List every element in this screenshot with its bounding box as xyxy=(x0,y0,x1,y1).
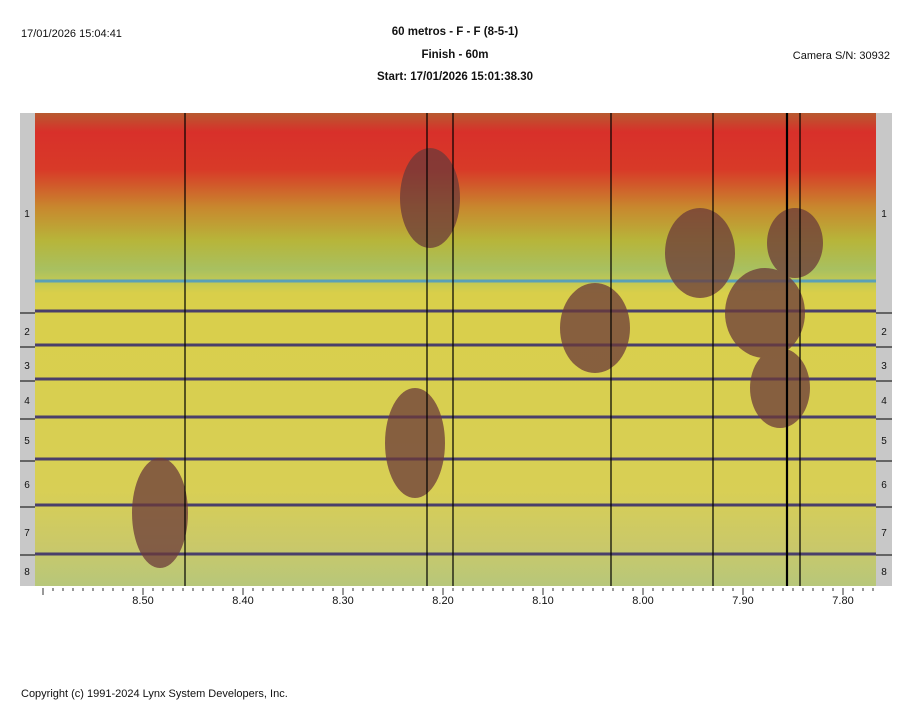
runner-lane-1 xyxy=(400,148,460,248)
lane-label: 8 xyxy=(24,567,30,578)
lane-line xyxy=(35,457,876,461)
left-margin xyxy=(20,113,35,586)
axis-tick-label: 8.40 xyxy=(232,595,254,607)
lane-label: 5 xyxy=(24,436,30,447)
lane-label: 6 xyxy=(881,480,887,491)
axis-tick-label: 8.00 xyxy=(632,595,654,607)
axis-tick-label: 7.90 xyxy=(732,595,754,607)
axis-tick-label: 8.50 xyxy=(132,595,154,607)
runner-lane-3 xyxy=(560,283,630,373)
axis-tick-label: 8.30 xyxy=(332,595,354,607)
lane-label: 4 xyxy=(881,396,887,407)
print-timestamp: 17/01/2026 15:04:41 xyxy=(21,28,122,40)
lane-label: 2 xyxy=(881,327,887,338)
runner-lane-2 xyxy=(665,208,735,298)
lane-line xyxy=(35,415,876,419)
lane-lines xyxy=(35,279,876,556)
lane-label: 1 xyxy=(881,209,887,220)
lane-label: 7 xyxy=(881,528,887,539)
photo-finish-image[interactable]: 1 1 2 2 3 3 4 4 5 5 6 6 7 7 8 8 xyxy=(20,113,892,613)
finish-label: Finish - 60m xyxy=(421,49,489,61)
axis-tick-label: 8.20 xyxy=(432,595,454,607)
lane-line xyxy=(35,309,876,313)
runner-lane-7 xyxy=(132,458,188,568)
lane-label: 7 xyxy=(24,528,30,539)
lane-label: 5 xyxy=(881,436,887,447)
lane-line xyxy=(35,552,876,556)
lane-label: 3 xyxy=(881,361,887,372)
runner-lane-8 xyxy=(767,208,823,278)
lane-line xyxy=(35,377,876,381)
lane-line xyxy=(35,279,876,283)
right-margin xyxy=(876,113,892,586)
lane-line xyxy=(35,343,876,347)
lane-label: 2 xyxy=(24,327,30,338)
lane-label: 3 xyxy=(24,361,30,372)
copyright: Copyright (c) 1991-2024 Lynx System Deve… xyxy=(21,688,288,700)
lane-label: 6 xyxy=(24,480,30,491)
lane-labels: 1 1 2 2 3 3 4 4 5 5 6 6 7 7 8 8 xyxy=(24,209,887,578)
lane-line xyxy=(35,503,876,507)
axis-ticks xyxy=(20,312,892,595)
start-time: Start: 17/01/2026 15:01:38.30 xyxy=(377,71,533,83)
runner-lane-4 xyxy=(725,268,805,358)
lane-label: 8 xyxy=(881,567,887,578)
runner-lane-5 xyxy=(385,388,445,498)
axis-tick-label: 7.80 xyxy=(832,595,854,607)
axis-tick-label: 8.10 xyxy=(532,595,554,607)
runners xyxy=(132,148,823,568)
lane-label: 4 xyxy=(24,396,30,407)
runner-lane-6 xyxy=(750,348,810,428)
race-title: 60 metros - F - F (8-5-1) xyxy=(391,26,519,38)
lane-label: 1 xyxy=(24,209,30,220)
camera-serial: Camera S/N: 30932 xyxy=(792,50,890,62)
time-cursors[interactable] xyxy=(184,113,801,586)
